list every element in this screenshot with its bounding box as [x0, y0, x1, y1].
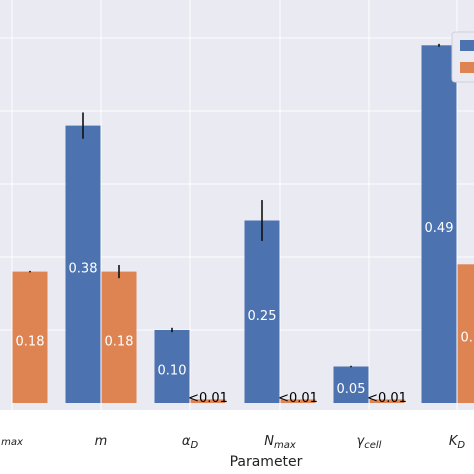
bar: [190, 399, 226, 403]
bar: [101, 271, 137, 403]
x-tick-label: m: [95, 434, 108, 449]
bar-value-label: 0.19: [461, 331, 474, 346]
bar: [65, 125, 101, 403]
bar-value-label: 0.38: [69, 261, 98, 276]
x-tick-labels: max m αD Nmax γcell KD: [1, 434, 465, 451]
x-axis-title: Parameter: [230, 454, 303, 470]
x-tick-label: KD: [449, 434, 466, 451]
bar-value-label: 0.18: [105, 334, 134, 349]
legend-swatch: [460, 62, 474, 73]
legend: [451, 31, 474, 83]
legend-box: [451, 31, 474, 83]
bars: [12, 45, 474, 404]
error-bars: [29, 43, 440, 368]
bar-value-label: 0.10: [158, 364, 187, 379]
bar-value-label: 0.25: [248, 309, 277, 324]
bar: [280, 399, 316, 403]
bar: [244, 220, 280, 403]
bar: [12, 271, 48, 403]
bar-value-label: 0.49: [425, 221, 454, 236]
bar: [457, 264, 474, 403]
bar: [421, 45, 457, 404]
bar-value-label: <0.01: [188, 391, 228, 406]
x-tick-label: Nmax: [264, 434, 296, 451]
legend-swatch: [460, 40, 474, 51]
x-tick-label: max: [1, 437, 23, 448]
bar-value-label: 0.05: [337, 382, 366, 397]
bar-value-label: 0.18: [16, 334, 45, 349]
bar-labels: 0.38 0.10 0.25 0.05 0.49 0.18 0.18 <0.01 <0.01 <0…: [16, 221, 474, 406]
bar: [333, 366, 369, 403]
x-tick-label: γcell: [357, 434, 382, 451]
bar: [369, 399, 405, 403]
bar-value-label: <0.01: [278, 391, 318, 406]
x-tick-label: αD: [182, 434, 199, 451]
bar-value-label: <0.01: [367, 391, 407, 406]
bar: [154, 330, 190, 403]
